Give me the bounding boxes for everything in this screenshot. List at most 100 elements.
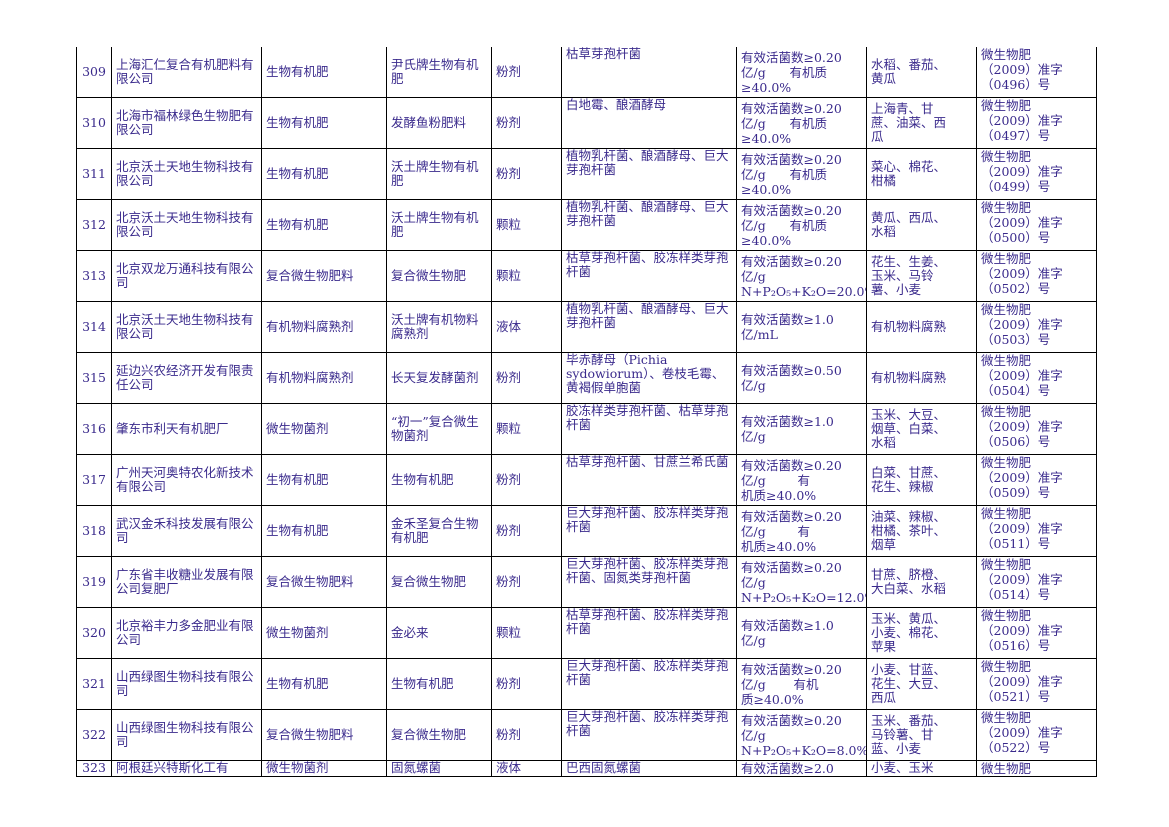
company-cell: 武汉金禾科技发展有限公司 — [111, 505, 262, 557]
crops-cell: 甘蔗、脐橙、 大白菜、水稻 — [866, 556, 977, 608]
crops-cell: 小麦、玉米 — [866, 760, 977, 777]
table-row: 311 北京沃土天地生物科技有限公司 生物有机肥 沃土牌生物有机肥 粉剂 植物乳杆菌、酿酒… — [76, 148, 1097, 200]
row-number-cell: 323 — [76, 760, 112, 777]
company-cell: 广州天河奥特农化新技术有限公司 — [111, 454, 262, 506]
indicator-cell: 有效活菌数≥1.0 亿/g — [736, 607, 867, 659]
table-row: 314 北京沃土天地生物科技有限公司 有机物料腐熟剂 沃土牌有机物料腐熟剂 液体 植物乳杆… — [76, 301, 1097, 353]
form-cell: 粉剂 — [491, 97, 562, 149]
table-body: 309 上海汇仁复合有机肥料有限公司 生物有机肥 尹氏牌生物有机肥 粉剂 枯草芽孢杆菌 有效… — [76, 47, 1097, 777]
company-cell: 北京沃土天地生物科技有限公司 — [111, 199, 262, 251]
table-row: 313 北京双龙万通科技有限公司 复合微生物肥料 复合微生物肥 颗粒 枯草芽孢杆菌、胶冻样… — [76, 250, 1097, 302]
table-row: 319 广东省丰收糖业发展有限公司复肥厂 复合微生物肥料 复合微生物肥 粉剂 巨大芽孢杆菌… — [76, 556, 1097, 608]
strain-cell: 枯草芽孢杆菌、胶冻样类芽孢杆菌 — [561, 607, 737, 659]
crops-cell: 玉米、黄瓜、 小麦、棉花、 苹果 — [866, 607, 977, 659]
company-cell: 广东省丰收糖业发展有限公司复肥厂 — [111, 556, 262, 608]
product-name-cell: 复合微生物肥 — [386, 556, 492, 608]
fertilizer-type-cell: 生物有机肥 — [261, 148, 387, 200]
crops-cell: 小麦、甘蓝、 花生、大豆、 西瓜 — [866, 658, 977, 710]
company-cell: 延边兴农经济开发有限责任公司 — [111, 352, 262, 404]
product-name-cell: 沃土牌生物有机肥 — [386, 199, 492, 251]
fertilizer-type-cell: 生物有机肥 — [261, 454, 387, 506]
company-cell: 阿根廷兴特斯化工有 — [111, 760, 262, 777]
strain-cell: 植物乳杆菌、酿酒酵母、巨大芽孢杆菌 — [561, 301, 737, 353]
row-number-cell: 310 — [76, 97, 112, 149]
form-cell: 粉剂 — [491, 454, 562, 506]
indicator-cell: 有效活菌数≥0.20 亿/g N+P₂O₅+K₂O=8.0% — [736, 709, 867, 761]
fertilizer-type-cell: 生物有机肥 — [261, 199, 387, 251]
fertilizer-type-cell: 有机物料腐熟剂 — [261, 301, 387, 353]
form-cell: 粉剂 — [491, 47, 562, 98]
indicator-cell: 有效活菌数≥0.20 亿/g N+P₂O₅+K₂O=12.0% — [736, 556, 867, 608]
fertilizer-type-cell: 生物有机肥 — [261, 658, 387, 710]
product-name-cell: 长天复发酵菌剂 — [386, 352, 492, 404]
row-number-cell: 312 — [76, 199, 112, 251]
crops-cell: 有机物料腐熟 — [866, 301, 977, 353]
crops-cell: 水稻、番茄、 黄瓜 — [866, 47, 977, 98]
row-number-cell: 317 — [76, 454, 112, 506]
table-row: 321 山西绿图生物科技有限公司 生物有机肥 生物有机肥 粉剂 巨大芽孢杆菌、胶冻样类芽孢… — [76, 658, 1097, 710]
table-row: 323 阿根廷兴特斯化工有 微生物菌剂 固氮螺菌 液体 巴西固氮螺菌 有效活菌数≥2.0 小麦… — [76, 760, 1097, 777]
row-number-cell: 318 — [76, 505, 112, 557]
product-name-cell: 沃土牌生物有机肥 — [386, 148, 492, 200]
table-row: 316 肇东市利天有机肥厂 微生物菌剂 “初一”复合微生物菌剂 颗粒 胶冻样类芽孢杆菌、枯… — [76, 403, 1097, 455]
fertilizer-type-cell: 复合微生物肥料 — [261, 709, 387, 761]
form-cell: 颗粒 — [491, 607, 562, 659]
indicator-cell: 有效活菌数≥0.20 亿/g 有机质 ≥40.0% — [736, 148, 867, 200]
registration-number-cell: 微生物肥 （2009）准字 （0516）号 — [976, 607, 1097, 659]
crops-cell: 花生、生姜、 玉米、马铃 薯、小麦 — [866, 250, 977, 302]
row-number-cell: 319 — [76, 556, 112, 608]
registration-table-sheet: 309 上海汇仁复合有机肥料有限公司 生物有机肥 尹氏牌生物有机肥 粉剂 枯草芽孢杆菌 有效… — [76, 47, 1097, 777]
strain-cell: 枯草芽孢杆菌、甘蔗兰希氏菌 — [561, 454, 737, 506]
indicator-cell: 有效活菌数≥0.20 亿/g 有 机质≥40.0% — [736, 505, 867, 557]
form-cell: 颗粒 — [491, 199, 562, 251]
fertilizer-type-cell: 复合微生物肥料 — [261, 556, 387, 608]
indicator-cell: 有效活菌数≥0.20 亿/g 有机 质≥40.0% — [736, 658, 867, 710]
strain-cell: 植物乳杆菌、酿酒酵母、巨大芽孢杆菌 — [561, 148, 737, 200]
strain-cell: 白地霉、酿酒酵母 — [561, 97, 737, 149]
indicator-cell: 有效活菌数≥0.20 亿/g 有机质 ≥40.0% — [736, 199, 867, 251]
fertilizer-registration-table: 309 上海汇仁复合有机肥料有限公司 生物有机肥 尹氏牌生物有机肥 粉剂 枯草芽孢杆菌 有效… — [76, 47, 1097, 777]
table-row: 317 广州天河奥特农化新技术有限公司 生物有机肥 生物有机肥 粉剂 枯草芽孢杆菌、甘蔗兰… — [76, 454, 1097, 506]
form-cell: 液体 — [491, 301, 562, 353]
form-cell: 颗粒 — [491, 403, 562, 455]
product-name-cell: “初一”复合微生物菌剂 — [386, 403, 492, 455]
row-number-cell: 316 — [76, 403, 112, 455]
indicator-cell: 有效活菌数≥0.20 亿/g 有 机质≥40.0% — [736, 454, 867, 506]
registration-number-cell: 微生物肥 （2009）准字 （0521）号 — [976, 658, 1097, 710]
strain-cell: 枯草芽孢杆菌、胶冻样类芽孢杆菌 — [561, 250, 737, 302]
strain-cell: 枯草芽孢杆菌 — [561, 47, 737, 98]
fertilizer-type-cell: 有机物料腐熟剂 — [261, 352, 387, 404]
row-number-cell: 321 — [76, 658, 112, 710]
fertilizer-type-cell: 复合微生物肥料 — [261, 250, 387, 302]
crops-cell: 黄瓜、西瓜、 水稻 — [866, 199, 977, 251]
company-cell: 上海汇仁复合有机肥料有限公司 — [111, 47, 262, 98]
indicator-cell: 有效活菌数≥1.0 亿/mL — [736, 301, 867, 353]
form-cell: 液体 — [491, 760, 562, 777]
company-cell: 北京裕丰力多金肥业有限公司 — [111, 607, 262, 659]
company-cell: 山西绿图生物科技有限公司 — [111, 658, 262, 710]
strain-cell: 胶冻样类芽孢杆菌、枯草芽孢杆菌 — [561, 403, 737, 455]
strain-cell: 巴西固氮螺菌 — [561, 760, 737, 777]
company-cell: 北京沃土天地生物科技有限公司 — [111, 301, 262, 353]
row-number-cell: 314 — [76, 301, 112, 353]
row-number-cell: 309 — [76, 47, 112, 98]
row-number-cell: 315 — [76, 352, 112, 404]
fertilizer-type-cell: 微生物菌剂 — [261, 760, 387, 777]
registration-number-cell: 微生物肥 （2009）准字 （0499）号 — [976, 148, 1097, 200]
registration-number-cell: 微生物肥 （2009）准字 （0500）号 — [976, 199, 1097, 251]
product-name-cell: 金必来 — [386, 607, 492, 659]
row-number-cell: 320 — [76, 607, 112, 659]
form-cell: 粉剂 — [491, 505, 562, 557]
crops-cell: 油菜、辣椒、 柑橘、茶叶、 烟草 — [866, 505, 977, 557]
registration-number-cell: 微生物肥 （2009）准字 （0503）号 — [976, 301, 1097, 353]
registration-number-cell: 微生物肥 （2009）准字 （0496）号 — [976, 47, 1097, 98]
fertilizer-type-cell: 生物有机肥 — [261, 505, 387, 557]
table-row: 310 北海市福林绿色生物肥有限公司 生物有机肥 发酵鱼粉肥料 粉剂 白地霉、酿酒酵母 有效… — [76, 97, 1097, 149]
product-name-cell: 生物有机肥 — [386, 658, 492, 710]
indicator-cell: 有效活菌数≥2.0 — [736, 760, 867, 777]
strain-cell: 植物乳杆菌、酿酒酵母、巨大芽孢杆菌 — [561, 199, 737, 251]
strain-cell: 巨大芽孢杆菌、胶冻样类芽孢杆菌 — [561, 505, 737, 557]
fertilizer-type-cell: 微生物菌剂 — [261, 607, 387, 659]
form-cell: 粉剂 — [491, 148, 562, 200]
form-cell: 粉剂 — [491, 352, 562, 404]
